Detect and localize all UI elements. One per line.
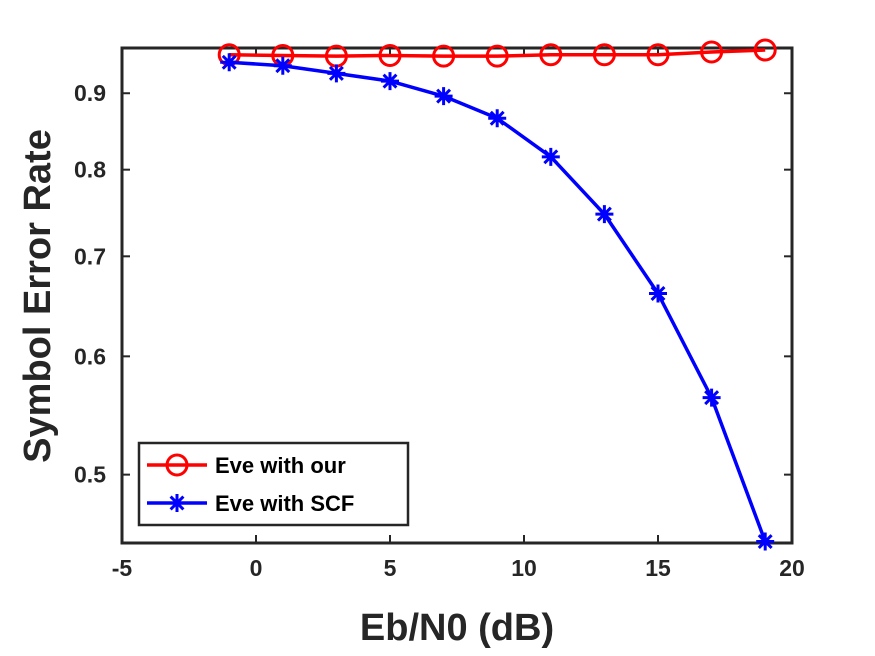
legend-label-1: Eve with our — [215, 453, 346, 478]
legend-marker-1 — [165, 453, 189, 477]
y-axis-title: Symbol Error Rate — [17, 129, 59, 463]
x-axis-title: Eb/N0 (dB) — [360, 607, 554, 649]
y-tick-label: 0.6 — [74, 343, 106, 369]
x-tick-label: 10 — [511, 555, 537, 581]
x-tick-label: 5 — [384, 555, 397, 581]
data-point-series-1 — [485, 44, 509, 68]
series-line-1 — [229, 48, 766, 58]
data-point-series-1 — [646, 43, 670, 67]
y-tick-label: 0.5 — [74, 462, 106, 488]
data-point-series-2 — [220, 53, 239, 72]
data-point-series-1 — [592, 43, 616, 67]
data-point-series-2 — [434, 87, 453, 106]
data-point-series-1 — [378, 43, 402, 67]
data-point-series-1 — [539, 43, 563, 67]
y-tick-label: 0.9 — [74, 80, 106, 106]
data-point-series-2 — [649, 284, 667, 303]
data-point-series-2 — [756, 532, 775, 551]
x-tick-label: 20 — [779, 555, 805, 581]
data-point-series-2 — [595, 205, 614, 224]
data-point-series-2 — [488, 109, 507, 128]
y-tick-label: 0.7 — [74, 243, 106, 269]
y-tick-label: 0.8 — [74, 157, 106, 183]
data-point-series-2 — [327, 64, 346, 83]
data-point-series-1 — [753, 38, 777, 62]
x-tick-label: 15 — [645, 555, 671, 581]
legend-label-2: Eve with SCF — [215, 491, 354, 516]
legend-marker-2 — [168, 494, 186, 512]
data-point-series-2 — [702, 388, 721, 407]
data-point-series-2 — [273, 56, 292, 75]
x-tick-label: 0 — [250, 555, 263, 581]
x-tick-label: -5 — [112, 555, 133, 581]
data-point-series-1 — [432, 44, 456, 68]
plot-area: -5 0 5 10 15 20 0.5 0.6 0.7 0.8 0.9 Eve with our Eve… — [74, 38, 805, 581]
data-point-series-1 — [700, 40, 724, 64]
data-point-series-2 — [541, 147, 560, 166]
data-point-series-2 — [381, 72, 399, 91]
